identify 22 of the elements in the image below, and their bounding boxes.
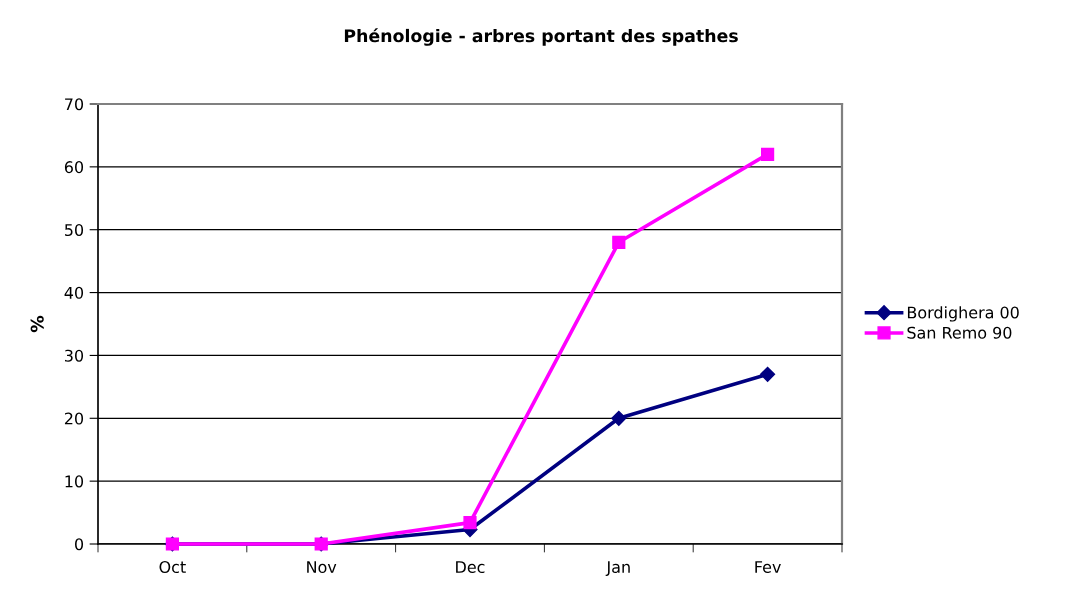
y-axis-title: % xyxy=(30,315,44,333)
point xyxy=(760,366,776,382)
chart-title: Phénologie - arbres portant des spathes xyxy=(344,28,738,46)
y-tick-label: 70 xyxy=(65,98,84,111)
y-tick-label: 40 xyxy=(64,286,84,299)
point xyxy=(611,410,627,426)
point xyxy=(761,147,775,161)
legend-label: Bordighera 00 xyxy=(907,306,1019,322)
y-tick-label: 60 xyxy=(64,161,84,174)
x-tick-label: Nov xyxy=(307,561,337,574)
x-tick-label: Jan xyxy=(605,561,630,576)
y-tick-label: 0 xyxy=(75,538,84,551)
x-tick-label: Oct xyxy=(159,560,186,574)
x-tick-label: Fev xyxy=(755,561,781,574)
y-tick-label: 50 xyxy=(65,223,84,237)
point xyxy=(463,516,477,530)
y-tick-label: 20 xyxy=(64,412,84,425)
x-tick-label: Dec xyxy=(456,561,485,574)
point xyxy=(612,235,626,249)
y-tick-label: 10 xyxy=(65,475,84,488)
legend-label: San Remo 90 xyxy=(907,326,1012,339)
y-tick-label: 30 xyxy=(65,349,84,362)
